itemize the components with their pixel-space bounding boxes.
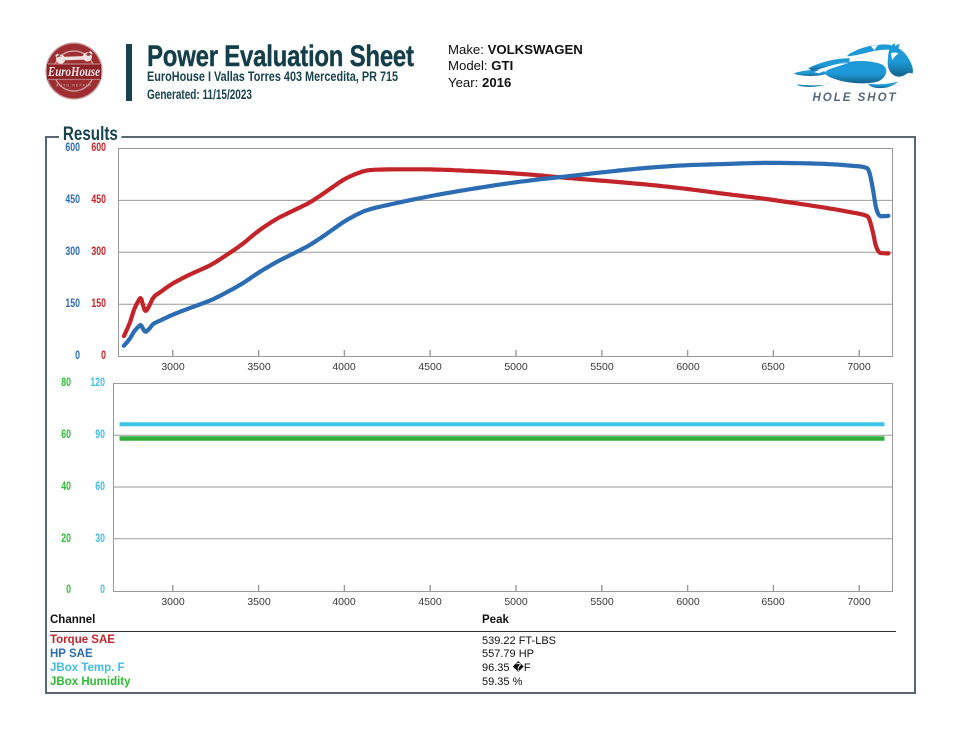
svg-text:HOLE SHOT: HOLE SHOT — [812, 92, 897, 104]
svg-text:AUTO REPAIR: AUTO REPAIR — [56, 84, 92, 88]
svg-text:EuroHouse: EuroHouse — [47, 65, 100, 80]
